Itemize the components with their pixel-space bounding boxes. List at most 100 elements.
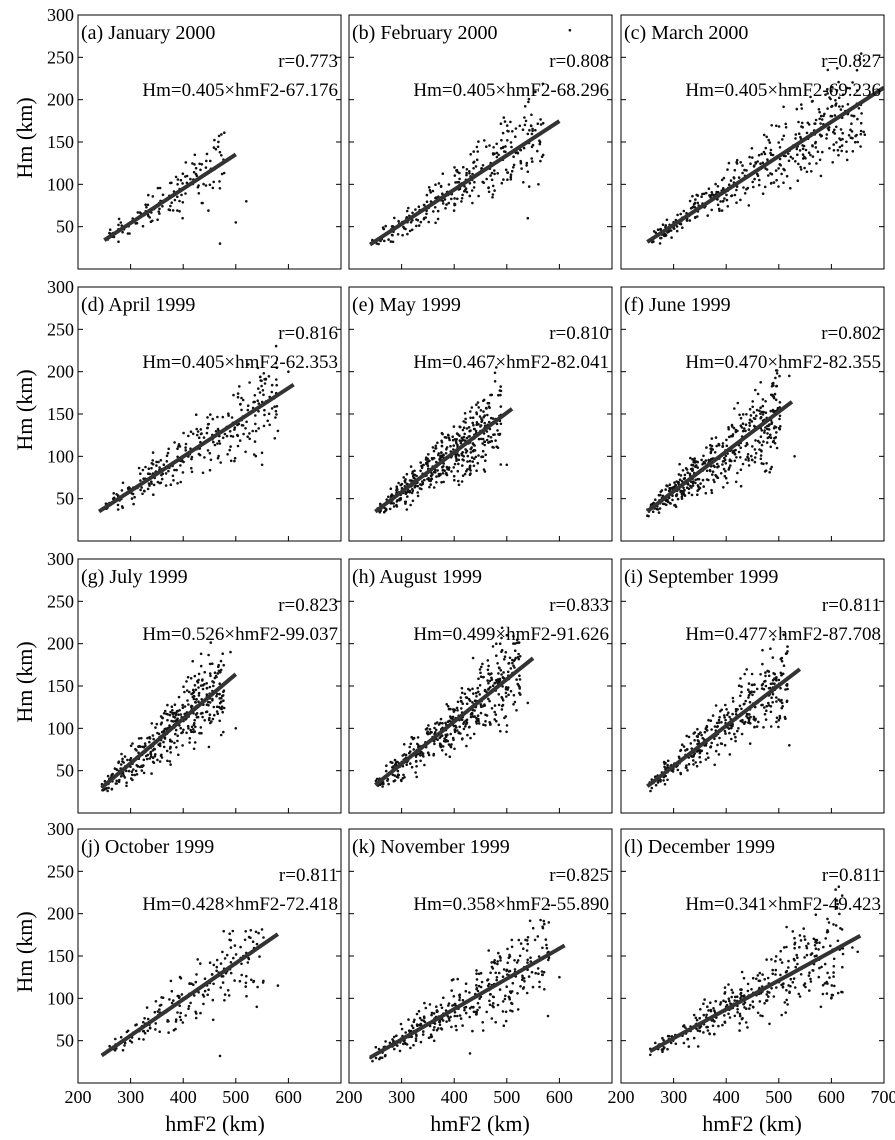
fit-equation-label: Hm=0.470×hmF2-82.355 <box>685 352 881 373</box>
data-point <box>751 976 755 980</box>
data-point <box>512 703 515 706</box>
data-point <box>721 460 725 463</box>
data-point <box>699 731 702 734</box>
data-point <box>718 209 721 212</box>
data-point <box>194 1016 198 1020</box>
data-point <box>107 786 110 790</box>
data-point <box>719 200 722 203</box>
data-point <box>440 431 444 435</box>
data-point <box>817 108 821 111</box>
data-point <box>862 59 866 62</box>
data-point <box>662 779 665 782</box>
data-point <box>404 478 407 481</box>
data-point <box>780 961 784 964</box>
data-point <box>405 508 409 511</box>
data-point <box>443 198 447 201</box>
data-point <box>793 455 796 458</box>
data-point <box>537 955 541 958</box>
data-point <box>490 178 494 182</box>
data-point <box>756 160 759 163</box>
data-point <box>789 977 793 981</box>
data-point <box>717 718 721 722</box>
data-point <box>702 1013 706 1017</box>
data-point <box>468 991 471 994</box>
data-point <box>495 155 499 159</box>
data-point <box>199 432 203 436</box>
data-point <box>749 414 753 417</box>
data-point <box>772 384 775 387</box>
data-point <box>217 439 221 443</box>
data-point <box>685 764 688 767</box>
data-point <box>693 206 697 209</box>
data-point <box>404 1042 408 1045</box>
data-point <box>411 737 415 741</box>
data-point <box>675 480 678 483</box>
data-point <box>470 456 474 459</box>
data-point <box>539 159 542 163</box>
scatter-points <box>106 131 248 245</box>
data-point <box>409 1046 412 1050</box>
data-point <box>217 454 220 458</box>
data-point <box>723 1021 727 1024</box>
data-point <box>664 488 667 491</box>
data-point <box>444 452 448 455</box>
data-point <box>666 1047 669 1051</box>
data-point <box>798 995 802 998</box>
data-point <box>840 990 843 994</box>
data-point <box>398 1049 402 1053</box>
data-point <box>697 477 701 481</box>
data-point <box>425 193 429 197</box>
y-tick-label: 150 <box>47 676 74 696</box>
data-point <box>856 117 859 121</box>
data-point <box>705 478 709 481</box>
data-point <box>415 224 418 228</box>
data-point <box>411 474 415 478</box>
data-point <box>802 927 805 930</box>
data-point <box>163 737 167 740</box>
data-point <box>782 633 785 637</box>
data-point <box>742 702 746 706</box>
data-point <box>853 140 857 144</box>
data-point <box>158 1030 161 1033</box>
data-point <box>476 686 480 690</box>
data-point <box>216 442 219 445</box>
data-point <box>727 468 730 471</box>
data-point <box>805 170 809 174</box>
data-point <box>506 688 509 691</box>
data-point <box>737 176 741 179</box>
data-point <box>387 238 390 241</box>
data-point <box>699 482 702 485</box>
data-point <box>519 159 522 163</box>
data-point <box>405 472 409 476</box>
data-point <box>479 437 483 441</box>
data-point <box>745 169 748 172</box>
data-point <box>826 971 829 975</box>
data-point <box>804 148 808 152</box>
data-point <box>490 393 494 397</box>
data-point <box>525 949 529 952</box>
data-point <box>667 230 671 233</box>
data-point <box>763 1002 766 1005</box>
data-point <box>714 182 717 186</box>
data-point <box>173 198 177 202</box>
data-point <box>219 733 223 737</box>
data-point <box>761 413 765 416</box>
data-point <box>830 984 834 987</box>
data-point <box>488 406 491 410</box>
data-point <box>187 703 190 706</box>
data-point <box>788 990 791 994</box>
data-point <box>753 164 756 167</box>
data-point <box>775 372 779 375</box>
data-point <box>737 684 741 687</box>
data-point <box>492 1005 495 1009</box>
data-point <box>193 684 197 687</box>
data-point <box>452 444 456 447</box>
data-point <box>223 957 227 960</box>
data-point <box>692 763 695 766</box>
data-point <box>225 434 229 438</box>
data-point <box>709 443 712 447</box>
data-point <box>760 429 764 432</box>
data-point <box>689 742 693 745</box>
data-point <box>469 472 472 475</box>
